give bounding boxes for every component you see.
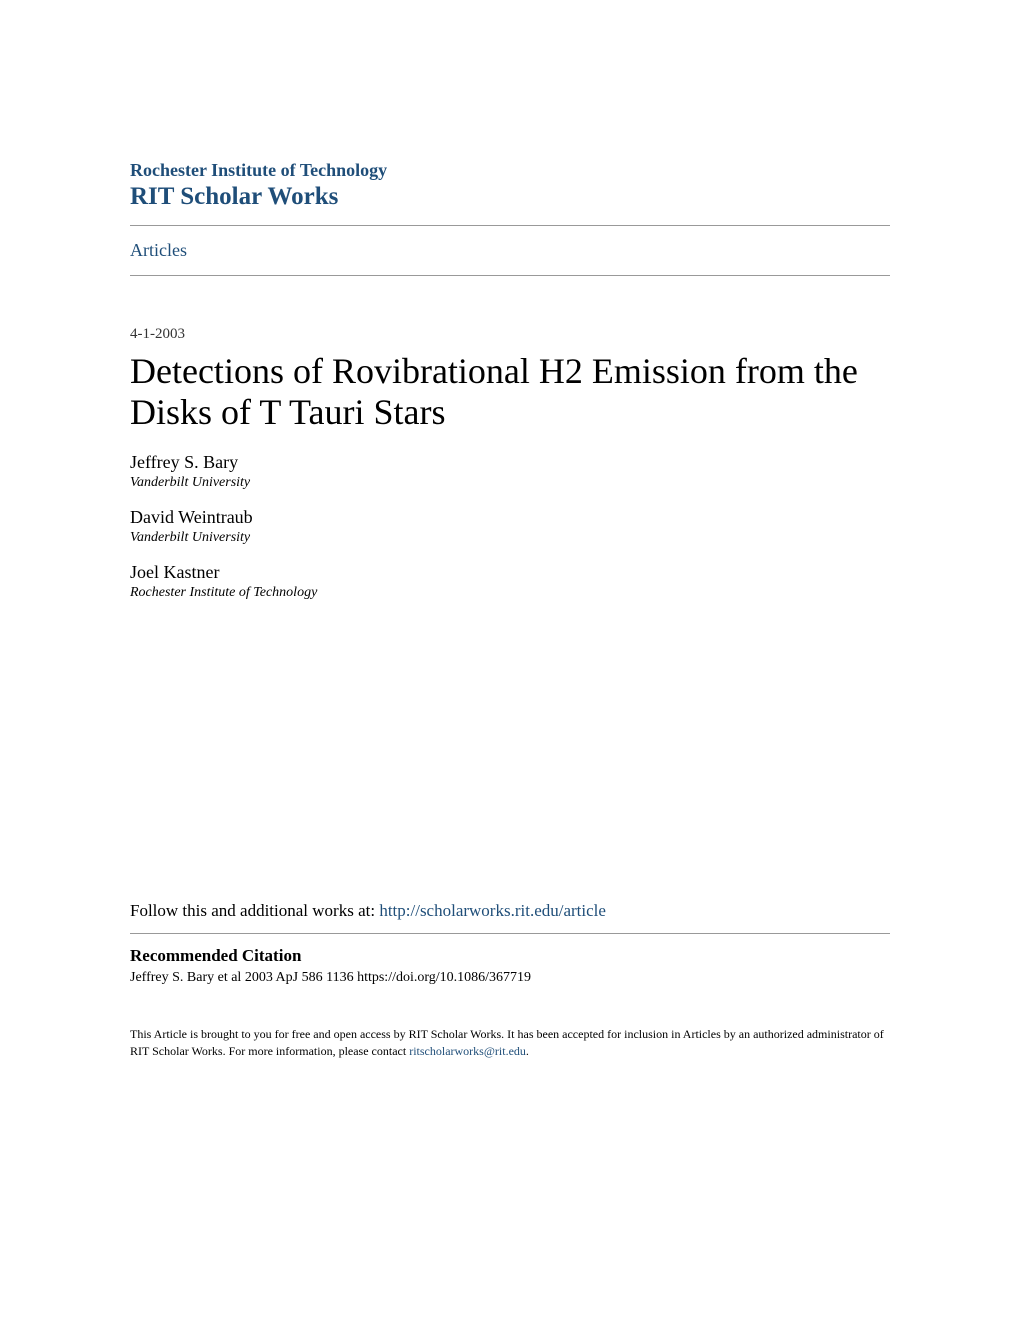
footer-disclaimer: This Article is brought to you for free … — [130, 1026, 890, 1060]
institution-name: Rochester Institute of Technology — [130, 160, 890, 181]
articles-link[interactable]: Articles — [130, 240, 187, 260]
nav-divider — [130, 275, 890, 276]
author-name: David Weintraub — [130, 507, 890, 528]
author-affiliation: Vanderbilt University — [130, 475, 890, 491]
author-block: Joel Kastner Rochester Institute of Tech… — [130, 562, 890, 601]
citation-text: Jeffrey S. Bary et al 2003 ApJ 586 1136 … — [130, 970, 890, 986]
scholar-works-title[interactable]: RIT Scholar Works — [130, 183, 890, 211]
follow-prefix-text: Follow this and additional works at: — [130, 901, 379, 920]
articles-nav-section: Articles — [130, 226, 890, 275]
article-title: Detections of Rovibrational H2 Emission … — [130, 351, 890, 434]
author-name: Joel Kastner — [130, 562, 890, 583]
follow-section: Follow this and additional works at: htt… — [130, 901, 890, 921]
author-block: Jeffrey S. Bary Vanderbilt University — [130, 452, 890, 491]
publication-date: 4-1-2003 — [130, 326, 890, 343]
author-affiliation: Rochester Institute of Technology — [130, 585, 890, 601]
footer-email-link[interactable]: ritscholarworks@rit.edu — [409, 1044, 526, 1058]
footer-text-part2: . — [526, 1044, 529, 1058]
citation-heading: Recommended Citation — [130, 946, 890, 966]
author-name: Jeffrey S. Bary — [130, 452, 890, 473]
follow-link[interactable]: http://scholarworks.rit.edu/article — [379, 901, 606, 920]
author-block: David Weintraub Vanderbilt University — [130, 507, 890, 546]
author-affiliation: Vanderbilt University — [130, 530, 890, 546]
citation-section: Recommended Citation Jeffrey S. Bary et … — [130, 934, 890, 986]
